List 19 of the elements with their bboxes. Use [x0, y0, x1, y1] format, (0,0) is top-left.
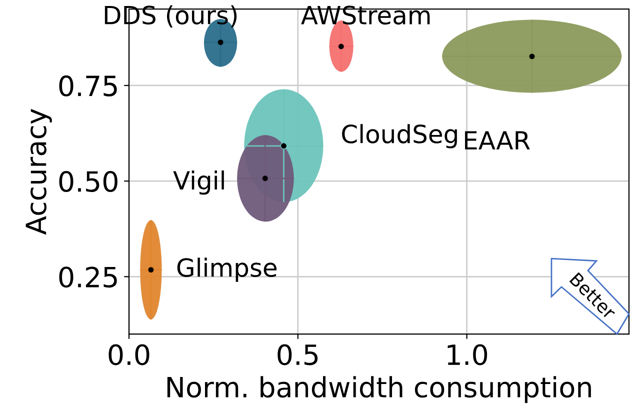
point: [217, 38, 224, 46]
series-label: Vigil: [173, 170, 224, 195]
text: CloudSeg: [342, 124, 457, 148]
series-label: AWStream: [301, 6, 430, 25]
series-label: Glimpse: [177, 258, 277, 282]
x-tick-label: 0.5: [278, 344, 318, 366]
point: [528, 52, 536, 60]
y-tick-label: 0.50: [59, 171, 118, 192]
x-tick-label: 1.0: [448, 344, 488, 366]
text: EAAR: [465, 131, 530, 150]
x-axis-title: Norm. bandwidth consumption: [167, 376, 591, 404]
point: [338, 42, 345, 50]
y-tick-label: 0.25: [59, 266, 117, 288]
x-tick-label: 0.0: [108, 344, 150, 366]
point: [280, 142, 288, 150]
point: [262, 174, 269, 182]
point: [147, 266, 154, 274]
y-axis-title: Accuracy: [26, 108, 52, 235]
y-tick-label: 0.75: [59, 75, 117, 96]
